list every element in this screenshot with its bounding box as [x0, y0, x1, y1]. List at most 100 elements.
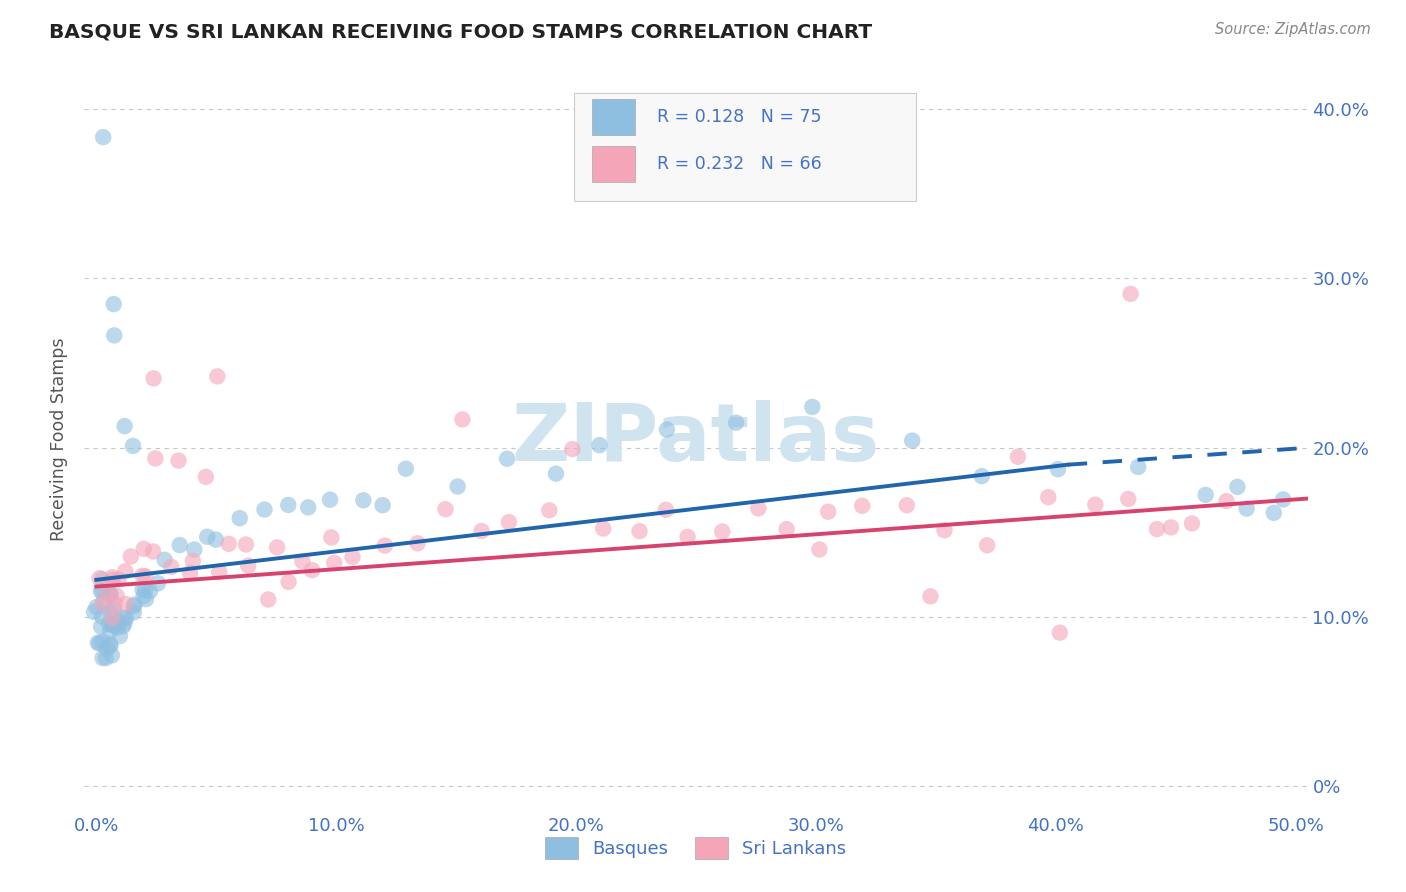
Point: [160, 560, 183, 574]
Point: [101, 573, 124, 587]
Point: [91, 651, 114, 665]
Point: [91, 584, 114, 599]
Point: [725, 416, 748, 430]
Point: [135, 592, 157, 607]
Point: [103, 297, 125, 311]
Text: R = 0.128   N = 75: R = 0.128 N = 75: [657, 108, 821, 126]
Point: [496, 451, 519, 466]
Point: [208, 565, 231, 579]
Point: [101, 610, 124, 624]
Point: [104, 598, 127, 612]
Point: [1007, 450, 1029, 464]
Point: [103, 618, 125, 632]
Point: [89, 636, 111, 650]
Point: [1181, 516, 1204, 531]
Point: [167, 453, 190, 467]
Point: [98, 639, 121, 653]
Point: [253, 502, 276, 516]
Point: [107, 615, 129, 630]
Point: [297, 500, 319, 515]
Point: [342, 550, 364, 565]
Point: [112, 611, 135, 625]
Point: [108, 629, 131, 643]
Point: [561, 442, 583, 456]
Point: [179, 566, 201, 580]
Point: [143, 451, 166, 466]
Point: [655, 503, 678, 517]
Point: [131, 568, 153, 582]
Point: [319, 492, 342, 507]
Text: ZIPatlas: ZIPatlas: [512, 401, 880, 478]
Point: [920, 590, 942, 604]
Point: [471, 524, 494, 538]
Point: [655, 423, 678, 437]
Point: [94, 651, 117, 665]
Point: [447, 479, 470, 493]
Point: [352, 493, 374, 508]
Point: [100, 588, 122, 602]
Point: [218, 537, 240, 551]
Point: [204, 533, 226, 547]
Point: [301, 563, 323, 577]
Text: Source: ZipAtlas.com: Source: ZipAtlas.com: [1215, 22, 1371, 37]
Point: [851, 499, 873, 513]
Point: [1046, 462, 1069, 476]
Point: [976, 538, 998, 552]
Point: [711, 524, 734, 539]
Point: [83, 605, 105, 619]
Point: [91, 596, 114, 610]
Point: [183, 542, 205, 557]
Point: [169, 538, 191, 552]
Point: [105, 589, 128, 603]
Point: [817, 505, 839, 519]
Point: [1272, 492, 1295, 507]
Bar: [574, 93, 917, 201]
Point: [98, 637, 121, 651]
Point: [90, 584, 112, 599]
Point: [321, 531, 343, 545]
Point: [1128, 459, 1150, 474]
Point: [1146, 522, 1168, 536]
Point: [90, 620, 112, 634]
Point: [194, 470, 217, 484]
Point: [808, 542, 831, 557]
Point: [98, 624, 121, 639]
Point: [934, 523, 956, 537]
Point: [228, 511, 250, 525]
Point: [1038, 490, 1060, 504]
Point: [91, 634, 114, 648]
Point: [775, 522, 797, 536]
Point: [87, 636, 110, 650]
Point: [406, 536, 429, 550]
Point: [628, 524, 651, 538]
Point: [112, 619, 135, 633]
Text: R = 0.232   N = 66: R = 0.232 N = 66: [657, 154, 821, 173]
Point: [1195, 488, 1218, 502]
Point: [235, 537, 257, 551]
Point: [142, 371, 165, 385]
Point: [98, 586, 121, 600]
Point: [676, 530, 699, 544]
Point: [114, 597, 136, 611]
Point: [115, 611, 138, 625]
Point: [901, 434, 924, 448]
Point: [153, 553, 176, 567]
Point: [146, 576, 169, 591]
Point: [91, 572, 114, 586]
Point: [1119, 286, 1142, 301]
Point: [132, 541, 155, 556]
Point: [323, 556, 346, 570]
Point: [101, 648, 124, 663]
Point: [1226, 480, 1249, 494]
Point: [134, 569, 156, 583]
Point: [122, 439, 145, 453]
Point: [371, 498, 394, 512]
Point: [1160, 520, 1182, 534]
Point: [544, 467, 567, 481]
Point: [291, 554, 314, 568]
Point: [107, 572, 129, 586]
Point: [195, 530, 218, 544]
Point: [131, 582, 153, 597]
Point: [96, 641, 118, 656]
Point: [132, 589, 155, 603]
